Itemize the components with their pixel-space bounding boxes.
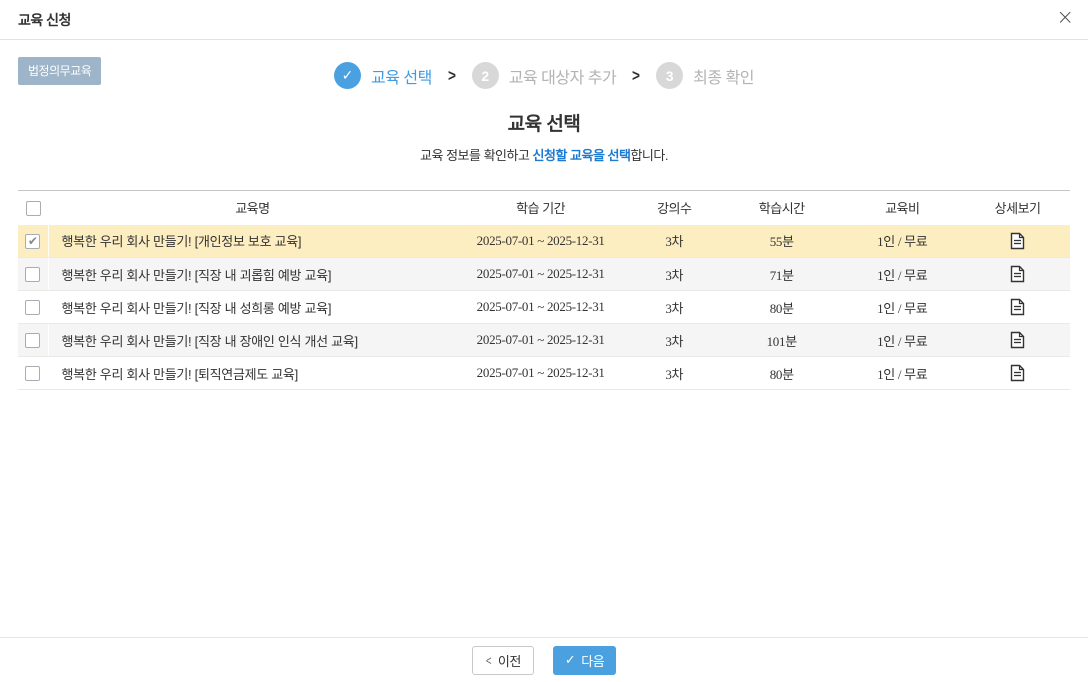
education-lectures: 3차 (624, 257, 725, 291)
education-lectures: 3차 (624, 356, 725, 390)
education-name: 행복한 우리 회사 만들기! [개인정보 보호 교육] (48, 224, 457, 258)
education-row[interactable]: 행복한 우리 회사 만들기! [퇴직연금제도 교육] 2025-07-01 ~ … (18, 356, 1070, 390)
next-button-label: 다음 (581, 653, 605, 669)
modal-content: 법정의무교육 ✓ 교육 선택 > 2 교육 대상자 추가 > 3 최종 확인 교… (0, 40, 1088, 390)
step-separator-icon: > (632, 65, 641, 85)
step-2-add-trainees: 2 교육 대상자 추가 (471, 62, 617, 89)
education-detail-cell (965, 257, 1070, 291)
row-checkbox[interactable] (25, 333, 41, 349)
step-3-label: 최종 확인 (693, 69, 754, 87)
education-period: 2025-07-01 ~ 2025-12-31 (456, 290, 625, 324)
table-header-row: 교육명 학습 기간 강의수 학습시간 교육비 상세보기 (18, 191, 1070, 225)
education-duration: 71분 (724, 257, 840, 291)
row-checkbox[interactable] (25, 300, 41, 316)
modal-header: 교육 신청 × (0, 0, 1088, 40)
step-indicator: ✓ 교육 선택 > 2 교육 대상자 추가 > 3 최종 확인 (0, 40, 1088, 89)
col-header-fee: 교육비 (885, 201, 920, 217)
education-duration: 80분 (724, 356, 840, 390)
document-detail-icon[interactable] (1010, 331, 1025, 349)
education-name: 행복한 우리 회사 만들기! [직장 내 성희롱 예방 교육] (48, 290, 457, 324)
subtitle-suffix: 합니다. (630, 148, 668, 163)
col-header-name: 교육명 (235, 201, 270, 217)
document-detail-icon[interactable] (1010, 298, 1025, 316)
statutory-education-badge: 법정의무교육 (18, 57, 102, 85)
education-lectures: 3차 (624, 323, 725, 357)
education-period: 2025-07-01 ~ 2025-12-31 (456, 323, 625, 357)
col-header-period: 학습 기간 (516, 201, 566, 217)
education-duration: 101분 (724, 323, 840, 357)
step-separator-icon: > (447, 65, 456, 85)
chevron-left-icon: < (485, 652, 492, 668)
education-name: 행복한 우리 회사 만들기! [직장 내 장애인 인식 개선 교육] (48, 323, 457, 357)
education-duration: 80분 (724, 290, 840, 324)
select-all-checkbox[interactable] (25, 200, 41, 216)
close-icon[interactable]: × (1056, 5, 1074, 29)
row-checkbox-cell (18, 356, 49, 390)
education-row[interactable]: 행복한 우리 회사 만들기! [직장 내 장애인 인식 개선 교육] 2025-… (18, 323, 1070, 357)
education-name: 행복한 우리 회사 만들기! [직장 내 괴롭힘 예방 교육] (48, 257, 457, 291)
education-fee: 1인 / 무료 (839, 224, 966, 258)
row-checkbox-cell (18, 323, 49, 357)
education-lectures: 3차 (624, 290, 725, 324)
col-header-detail: 상세보기 (994, 201, 1041, 217)
page-subtitle: 교육 정보를 확인하고 신청할 교육을 선택합니다. (0, 145, 1088, 164)
education-table: 교육명 학습 기간 강의수 학습시간 교육비 상세보기 ✔ 행복한 우리 회사 … (18, 190, 1070, 390)
education-duration: 55분 (724, 224, 840, 258)
education-period: 2025-07-01 ~ 2025-12-31 (456, 356, 625, 390)
education-lectures: 3차 (624, 224, 725, 258)
row-checkbox[interactable]: ✔ (25, 234, 41, 249)
education-fee: 1인 / 무료 (839, 290, 966, 324)
modal-title: 교육 신청 (18, 11, 71, 28)
education-fee: 1인 / 무료 (839, 356, 966, 390)
subtitle-prefix: 교육 정보를 확인하고 (420, 148, 533, 163)
row-checkbox-cell (18, 290, 49, 324)
education-detail-cell (965, 356, 1070, 390)
document-detail-icon[interactable] (1010, 232, 1025, 250)
next-button[interactable]: ✓ 다음 (552, 645, 617, 675)
education-detail-cell (965, 323, 1070, 357)
step-3-final-confirm: 3 최종 확인 (656, 62, 754, 89)
page-title: 교육 선택 (507, 114, 581, 135)
step-2-number: 2 (471, 62, 499, 89)
education-name: 행복한 우리 회사 만들기! [퇴직연금제도 교육] (48, 356, 457, 390)
education-fee: 1인 / 무료 (839, 257, 966, 291)
subtitle-highlight: 신청할 교육을 선택 (532, 148, 631, 163)
row-checkbox[interactable] (25, 267, 41, 283)
col-header-lectures: 강의수 (657, 201, 692, 217)
select-all-cell (18, 191, 48, 225)
education-detail-cell (965, 290, 1070, 324)
step-1-select-education: ✓ 교육 선택 (334, 62, 432, 89)
education-period: 2025-07-01 ~ 2025-12-31 (456, 257, 625, 291)
row-checkbox[interactable] (25, 366, 41, 382)
prev-button-label: 이전 (497, 653, 521, 669)
step-1-check-icon: ✓ (334, 62, 362, 89)
document-detail-icon[interactable] (1010, 265, 1025, 283)
row-checkbox-cell (18, 257, 49, 291)
step-3-number: 3 (656, 62, 684, 89)
row-checkbox-cell: ✔ (18, 224, 49, 258)
education-fee: 1인 / 무료 (839, 323, 966, 357)
table-body: ✔ 행복한 우리 회사 만들기! [개인정보 보호 교육] 2025-07-01… (18, 224, 1070, 390)
education-row[interactable]: ✔ 행복한 우리 회사 만들기! [개인정보 보호 교육] 2025-07-01… (18, 224, 1070, 258)
step-2-label: 교육 대상자 추가 (508, 69, 617, 87)
document-detail-icon[interactable] (1010, 364, 1025, 382)
modal-footer: < 이전 ✓ 다음 (0, 637, 1088, 682)
education-row[interactable]: 행복한 우리 회사 만들기! [직장 내 괴롭힘 예방 교육] 2025-07-… (18, 257, 1070, 291)
education-period: 2025-07-01 ~ 2025-12-31 (456, 224, 625, 258)
col-header-duration: 학습시간 (758, 201, 805, 217)
prev-button[interactable]: < 이전 (471, 645, 534, 675)
education-detail-cell (965, 224, 1070, 258)
education-row[interactable]: 행복한 우리 회사 만들기! [직장 내 성희롱 예방 교육] 2025-07-… (18, 290, 1070, 324)
step-1-label: 교육 선택 (371, 69, 432, 87)
check-icon: ✓ (564, 652, 576, 667)
